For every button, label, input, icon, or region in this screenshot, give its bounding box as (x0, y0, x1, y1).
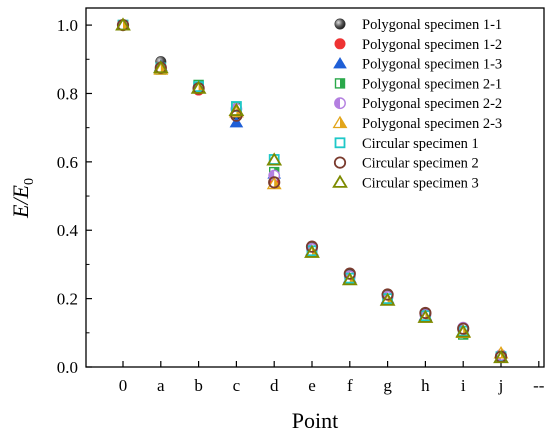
y-tick-label: 0.6 (57, 153, 78, 172)
legend-entry: Polygonal specimen 2-2 (334, 96, 502, 112)
data-point (457, 322, 470, 335)
data-point (190, 80, 207, 94)
legend-label: Circular specimen 2 (362, 156, 479, 172)
legend-marker (334, 97, 346, 110)
x-axis-label: Point (292, 408, 338, 433)
legend-label: Polygonal specimen 1-1 (362, 17, 502, 33)
y-tick-label: 0.4 (57, 221, 79, 240)
legend-marker (334, 38, 346, 50)
legend-label: Polygonal specimen 2-1 (362, 76, 502, 92)
data-point (268, 176, 281, 189)
legend-marker (334, 18, 346, 30)
data-point (228, 102, 245, 116)
data-point (304, 244, 320, 258)
legend-marker (333, 57, 347, 69)
legend-marker (334, 137, 346, 149)
x-tick-label: g (383, 376, 392, 395)
legend-entry: Polygonal specimen 1-1 (334, 17, 502, 33)
x-tick-label: i (461, 376, 466, 395)
x-tick-label: f (347, 376, 353, 395)
data-point (305, 240, 319, 253)
legend-entry: Circular specimen 1 (334, 136, 479, 152)
plot-frame (85, 7, 545, 368)
data-point (381, 288, 394, 301)
legend-entry: Polygonal specimen 1-2 (334, 37, 502, 53)
x-tick-label: b (194, 376, 203, 395)
legend: Polygonal specimen 1-1 Polygonal specimen… (332, 17, 502, 191)
legend-label: Circular specimen 3 (362, 175, 479, 191)
legend-label: Circular specimen 1 (362, 136, 479, 152)
x-tick-label: -- (533, 376, 545, 395)
data-point (417, 309, 434, 323)
legend-label: Polygonal specimen 2-3 (362, 116, 502, 132)
data-point (493, 350, 509, 364)
legend-entry: Circular specimen 2 (333, 156, 479, 172)
y-axis-label-sub: 0 (22, 178, 37, 185)
y-tick-label: 0.2 (57, 290, 78, 309)
series-9 (115, 17, 509, 364)
y-axis-label: E/E0 (8, 178, 37, 219)
legend-marker (332, 174, 348, 188)
data-point (341, 272, 358, 286)
legend-marker (333, 156, 347, 169)
legend-label: Polygonal specimen 2-2 (362, 96, 502, 112)
y-tick-label: 0.8 (57, 84, 78, 103)
data-point (115, 17, 131, 31)
legend-entry: Polygonal specimen 1-3 (333, 57, 502, 73)
data-point (419, 306, 432, 320)
data-point (266, 152, 283, 166)
x-tick-label: a (157, 376, 165, 395)
legend-entry: Polygonal specimen 2-3 (332, 115, 502, 132)
y-tick-label: 0.0 (57, 358, 78, 377)
data-point (379, 292, 396, 306)
x-tick-label: j (498, 376, 504, 395)
data-point (343, 267, 356, 280)
x-tick-label: e (308, 376, 316, 395)
x-tick-label: 0 (119, 376, 128, 395)
legend-entry: Circular specimen 3 (332, 174, 479, 191)
data-marks (115, 17, 509, 364)
legend-label: Polygonal specimen 1-3 (362, 57, 502, 73)
y-tick-label: 1.0 (57, 16, 78, 35)
x-tick-label: h (421, 376, 430, 395)
legend-label: Polygonal specimen 1-2 (362, 37, 502, 53)
y-axis-label-main: E/E (8, 184, 33, 219)
x-tick-label: d (270, 376, 279, 395)
legend-entry: Polygonal specimen 2-1 (334, 76, 502, 92)
axes: 0.0 0.2 0.4 0.6 0.8 1.0 0 a b c d e f g h i j -- (57, 7, 545, 395)
legend-marker (334, 78, 346, 89)
data-point (152, 60, 169, 74)
x-tick-label: c (233, 376, 241, 395)
data-point (455, 324, 472, 338)
legend-marker (332, 115, 348, 129)
